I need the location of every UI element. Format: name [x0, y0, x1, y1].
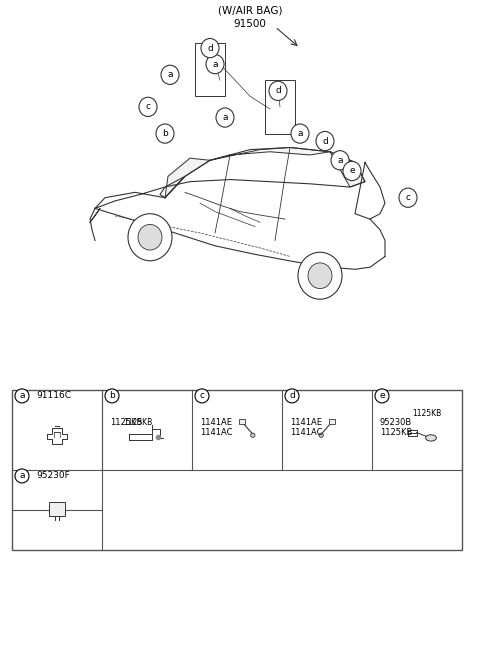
Circle shape: [343, 161, 361, 181]
FancyBboxPatch shape: [240, 419, 245, 424]
Circle shape: [285, 389, 299, 403]
Circle shape: [216, 108, 234, 127]
Circle shape: [161, 66, 179, 84]
Circle shape: [251, 433, 255, 438]
Text: d: d: [289, 392, 295, 400]
Text: 91500: 91500: [234, 18, 266, 29]
Text: d: d: [207, 44, 213, 52]
Circle shape: [139, 97, 157, 117]
Text: (W/AIR BAG): (W/AIR BAG): [218, 6, 282, 16]
Bar: [12, 390, 462, 550]
Ellipse shape: [426, 435, 436, 441]
Polygon shape: [330, 152, 365, 187]
Polygon shape: [165, 158, 210, 198]
Text: e: e: [379, 392, 385, 400]
Text: 95230F: 95230F: [36, 472, 70, 480]
Text: a: a: [337, 156, 343, 165]
Circle shape: [138, 225, 162, 250]
Text: a: a: [222, 113, 228, 122]
Circle shape: [128, 214, 172, 261]
Circle shape: [399, 188, 417, 208]
Circle shape: [206, 54, 224, 74]
Circle shape: [201, 39, 219, 58]
Text: 1141AE: 1141AE: [290, 418, 322, 427]
Text: 1141AC: 1141AC: [200, 428, 232, 437]
Text: c: c: [145, 102, 151, 111]
Circle shape: [156, 124, 174, 143]
Polygon shape: [210, 147, 330, 160]
Text: a: a: [167, 70, 173, 79]
Text: a: a: [19, 392, 25, 400]
Text: d: d: [275, 86, 281, 96]
FancyBboxPatch shape: [48, 502, 65, 516]
Text: e: e: [349, 166, 355, 176]
Circle shape: [331, 151, 349, 170]
Circle shape: [298, 252, 342, 299]
Text: 95230B: 95230B: [380, 418, 412, 427]
Text: 1125KB: 1125KB: [110, 418, 143, 427]
FancyBboxPatch shape: [329, 419, 335, 424]
Circle shape: [316, 132, 334, 151]
Circle shape: [375, 389, 389, 403]
Text: c: c: [406, 193, 410, 202]
Text: c: c: [200, 392, 204, 400]
Text: b: b: [162, 129, 168, 138]
Circle shape: [319, 433, 324, 438]
Circle shape: [291, 124, 309, 143]
Text: 1125KB: 1125KB: [412, 409, 442, 419]
Circle shape: [15, 389, 29, 403]
Text: a: a: [212, 60, 218, 69]
Text: 1141AC: 1141AC: [290, 428, 323, 437]
Text: 1141AE: 1141AE: [200, 418, 232, 427]
Circle shape: [308, 263, 332, 289]
Text: 1125KB: 1125KB: [380, 428, 412, 437]
Circle shape: [105, 389, 119, 403]
Circle shape: [269, 81, 287, 100]
Text: d: d: [322, 136, 328, 145]
Text: 91116C: 91116C: [36, 392, 71, 400]
Text: b: b: [109, 392, 115, 400]
Circle shape: [15, 469, 29, 483]
Text: a: a: [19, 472, 25, 480]
Circle shape: [195, 389, 209, 403]
Text: 1125KB: 1125KB: [123, 418, 153, 427]
Text: a: a: [297, 129, 303, 138]
